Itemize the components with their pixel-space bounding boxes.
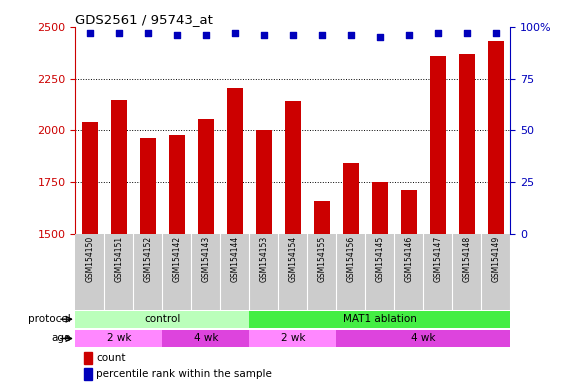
Point [143, 30, 153, 36]
Bar [249, 311, 510, 328]
Text: GSM154142: GSM154142 [172, 236, 182, 282]
Point [172, 32, 182, 38]
Bar [285, 101, 301, 384]
Text: age: age [52, 333, 71, 344]
Text: GSM154149: GSM154149 [491, 236, 501, 282]
Bar [82, 122, 98, 384]
Text: GSM154146: GSM154146 [404, 236, 414, 282]
Bar [111, 100, 127, 384]
Bar [140, 137, 156, 384]
Bar [227, 88, 243, 384]
Text: GSM154144: GSM154144 [230, 236, 240, 282]
Point [346, 32, 356, 38]
Point [259, 32, 269, 38]
Text: 2 wk: 2 wk [107, 333, 131, 344]
Bar [336, 330, 510, 347]
Text: GSM154154: GSM154154 [288, 236, 298, 282]
Bar [372, 182, 388, 384]
Bar [430, 56, 446, 384]
Point [433, 30, 443, 36]
Point [230, 30, 240, 36]
Text: protocol: protocol [28, 314, 71, 324]
Bar [314, 200, 330, 384]
Bar [75, 311, 249, 328]
Text: GSM154143: GSM154143 [201, 236, 211, 282]
Bar [488, 41, 504, 384]
Bar [198, 119, 214, 384]
Text: GSM154153: GSM154153 [259, 236, 269, 282]
Text: GDS2561 / 95743_at: GDS2561 / 95743_at [75, 13, 213, 26]
Bar [75, 330, 162, 347]
Text: MAT1 ablation: MAT1 ablation [343, 314, 417, 324]
Text: GSM154150: GSM154150 [85, 236, 95, 282]
Point [114, 30, 124, 36]
Point [375, 34, 385, 40]
Text: 4 wk: 4 wk [194, 333, 218, 344]
Bar [459, 54, 475, 384]
Text: GSM154155: GSM154155 [317, 236, 327, 282]
Bar [162, 330, 249, 347]
Text: GSM154151: GSM154151 [114, 236, 124, 282]
Bar [249, 330, 336, 347]
Text: control: control [144, 314, 180, 324]
Bar [169, 136, 185, 384]
Text: GSM154156: GSM154156 [346, 236, 356, 282]
Bar [256, 130, 272, 384]
Bar [84, 352, 92, 364]
Text: percentile rank within the sample: percentile rank within the sample [96, 369, 272, 379]
Bar [84, 368, 92, 381]
Text: 4 wk: 4 wk [411, 333, 436, 344]
Text: 2 wk: 2 wk [281, 333, 305, 344]
Bar [343, 163, 359, 384]
Text: GSM154148: GSM154148 [462, 236, 472, 282]
Point [201, 32, 211, 38]
Point [288, 32, 298, 38]
Point [404, 32, 414, 38]
Text: count: count [96, 353, 126, 363]
Point [462, 30, 472, 36]
Point [317, 32, 327, 38]
Point [491, 30, 501, 36]
Text: GSM154147: GSM154147 [433, 236, 443, 282]
Text: GSM154152: GSM154152 [143, 236, 153, 282]
Bar [401, 190, 417, 384]
Point [85, 30, 95, 36]
Text: GSM154145: GSM154145 [375, 236, 385, 282]
